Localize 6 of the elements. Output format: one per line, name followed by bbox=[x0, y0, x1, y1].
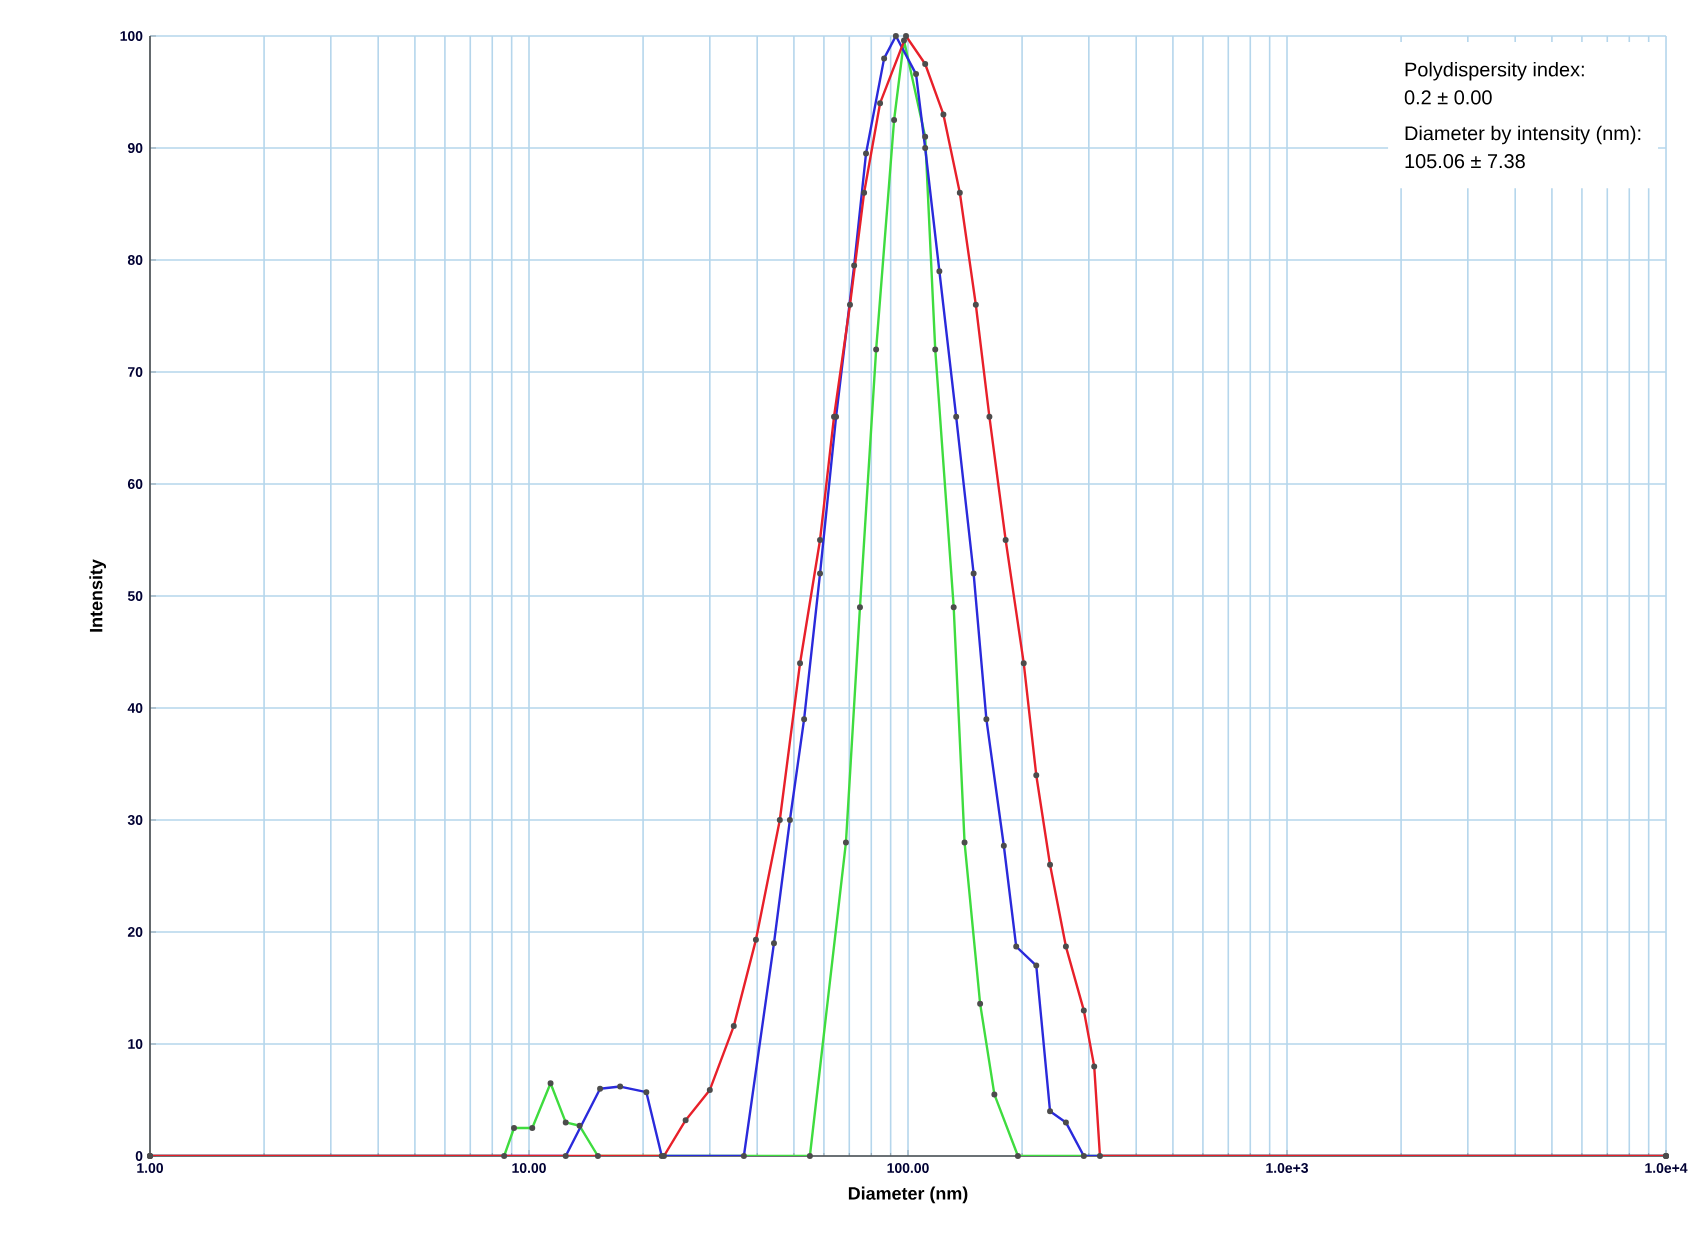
x-axis-title: Diameter (nm) bbox=[848, 1186, 968, 1204]
y-axis-title: Intensity bbox=[89, 559, 106, 632]
annotation: 0.2 ± 0.00 bbox=[1404, 90, 1492, 105]
annotation: Polydispersity index: bbox=[1405, 61, 1584, 81]
annotation: Diameter by intensity (nm): bbox=[1405, 125, 1641, 145]
annotation: 105.06 ± 7.38 bbox=[1405, 154, 1525, 169]
